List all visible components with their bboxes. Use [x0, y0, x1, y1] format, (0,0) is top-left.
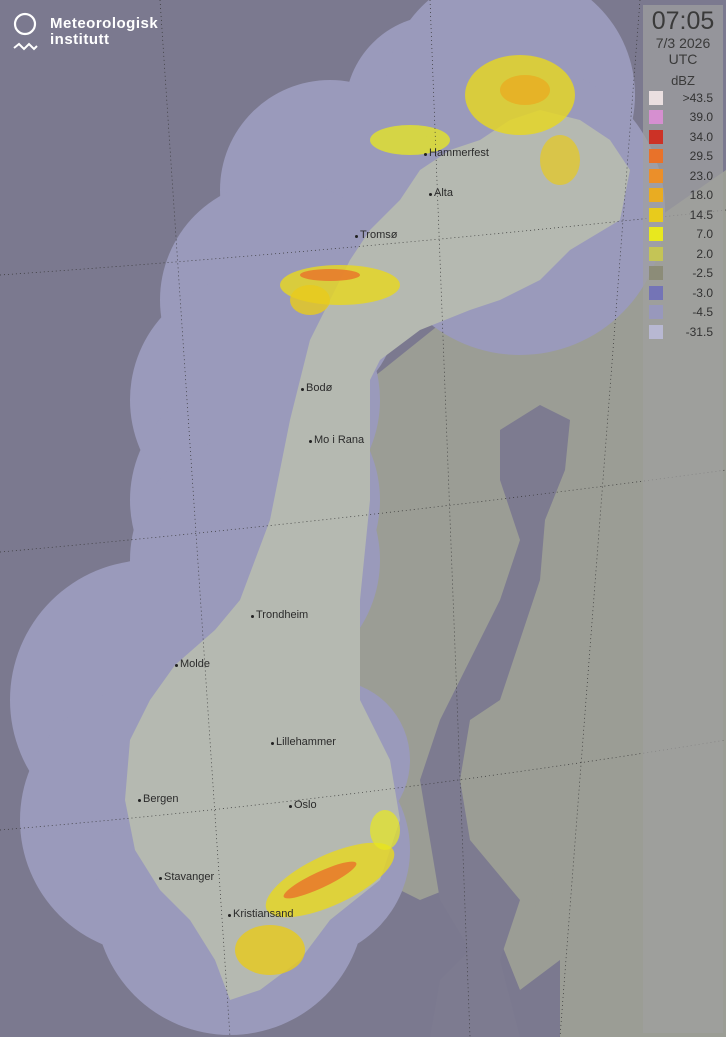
city-label: Kristiansand: [228, 908, 294, 920]
legend-value: 23.0: [689, 168, 713, 183]
city-label: Stavanger: [158, 871, 215, 883]
norway-land: [125, 110, 630, 1000]
legend-value: -31.5: [685, 324, 713, 339]
city-label: Bergen: [137, 793, 179, 805]
city-label: Alta: [429, 187, 453, 199]
city-label: Hammerfest: [424, 147, 489, 159]
legend-value: 7.0: [696, 227, 713, 242]
legend-value: 34.0: [689, 129, 713, 144]
city-label: Bodø: [300, 382, 333, 394]
legend-item: >43.5: [643, 88, 723, 108]
legend-swatch: [649, 305, 663, 320]
legend-value: 18.0: [689, 188, 713, 203]
legend-time: 07:05: [651, 7, 715, 35]
met-institute-logo: Meteorologisk institutt: [12, 12, 158, 54]
legend-item: 23.0: [643, 166, 723, 186]
legend-swatch: [649, 168, 663, 183]
legend-date: 7/3 2026: [655, 35, 711, 51]
city-label: Lillehammer: [271, 736, 336, 748]
legend-value: >43.5: [682, 90, 713, 105]
legend-swatch: [649, 324, 663, 339]
legend-value: -3.0: [692, 285, 713, 300]
legend-panel: 07:05 7/3 2026 UTC dBZ >43.5 39.0 34.0 29.5…: [643, 5, 723, 1033]
legend-value: -4.5: [692, 305, 713, 320]
precipitation: [235, 55, 580, 975]
legend-timezone: UTC: [668, 51, 698, 67]
legend-swatch: [649, 188, 663, 203]
legend-item: -4.5: [643, 303, 723, 323]
legend-swatch: [649, 285, 663, 300]
legend-unit: dBZ: [671, 73, 695, 88]
legend-value: 2.0: [696, 246, 713, 261]
gulf-of-bothnia: [420, 405, 570, 1037]
legend-item: 2.0: [643, 244, 723, 264]
legend-swatch: [649, 246, 663, 261]
city-label: Molde: [175, 658, 210, 670]
city-label: Mo i Rana: [308, 434, 365, 446]
legend-value: -2.5: [692, 266, 713, 281]
logo-icon: [13, 12, 38, 51]
legend-swatch: [649, 266, 663, 281]
legend-value: 39.0: [689, 110, 713, 125]
legend-swatch: [649, 149, 663, 164]
legend-item: 18.0: [643, 186, 723, 206]
city-label: Tromsø: [354, 229, 398, 241]
city-label: Oslo: [289, 799, 317, 811]
legend-item: 7.0: [643, 225, 723, 245]
legend-value: 29.5: [689, 149, 713, 164]
legend-item: 14.5: [643, 205, 723, 225]
legend-swatch: [649, 110, 663, 125]
logo-line2: institutt: [50, 31, 110, 48]
legend-swatch: [649, 90, 663, 105]
city-label: Trondheim: [250, 609, 309, 621]
legend-item: -3.0: [643, 283, 723, 303]
legend-swatch: [649, 207, 663, 222]
legend-swatch: [649, 227, 663, 242]
legend-item: -2.5: [643, 264, 723, 284]
logo-line1: Meteorologisk: [50, 15, 159, 32]
legend-item: -31.5: [643, 322, 723, 342]
legend-item: 39.0: [643, 108, 723, 128]
legend-value: 14.5: [689, 207, 713, 222]
legend-swatch: [649, 129, 663, 144]
legend-item: 29.5: [643, 147, 723, 167]
legend-item: 34.0: [643, 127, 723, 147]
